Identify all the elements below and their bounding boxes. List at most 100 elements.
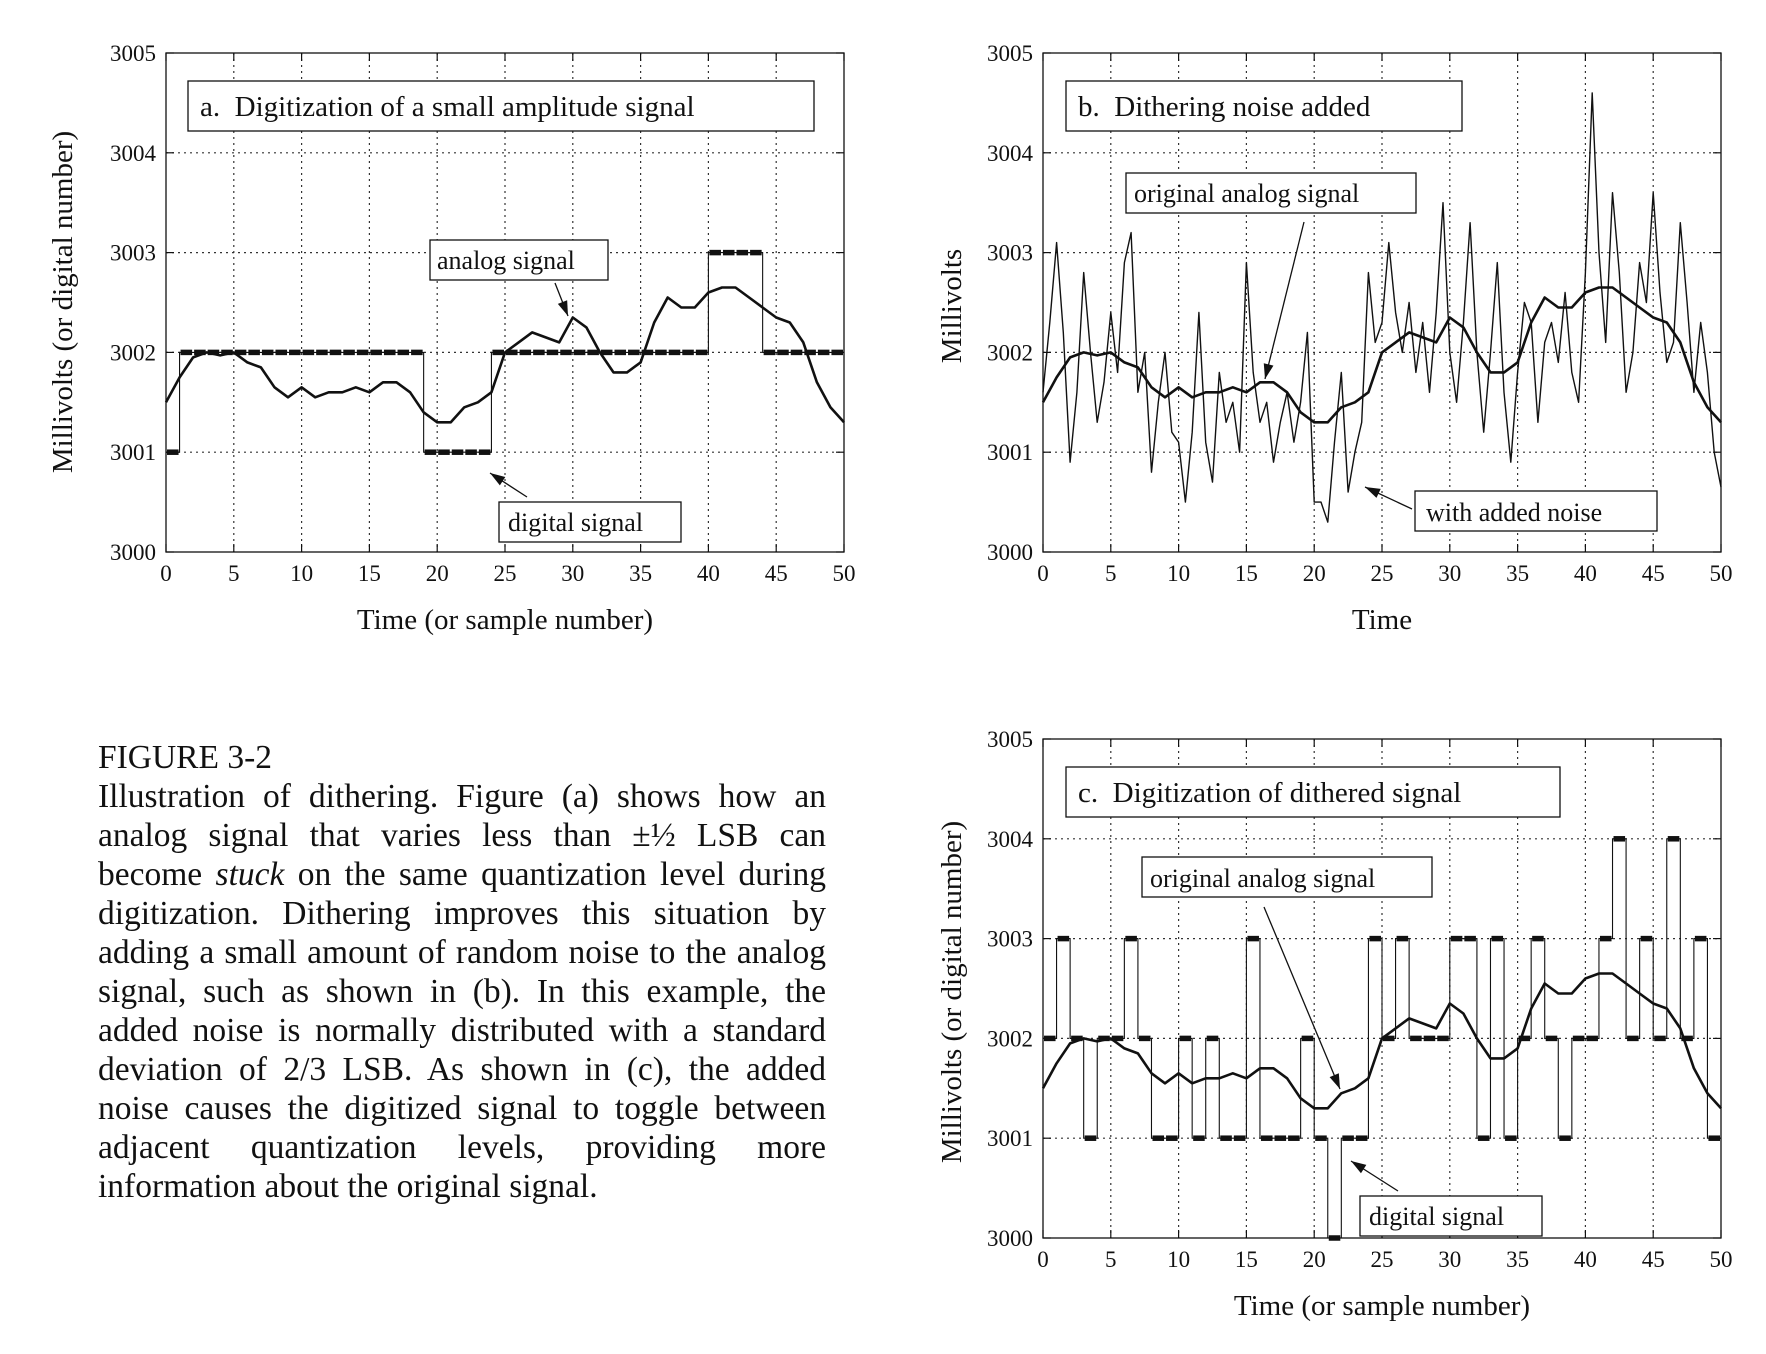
- y-tick-label: 3005: [987, 727, 1033, 752]
- x-axis-label: Time (or sample number): [357, 604, 653, 636]
- chart-title-box: [1065, 766, 1561, 818]
- caption-heading: FIGURE 3-2: [98, 739, 273, 776]
- y-tick-label: 3000: [110, 540, 156, 565]
- caption-body: Illustration of dithering. Figure (a) sh…: [98, 777, 826, 1206]
- x-tick-label: 50: [833, 561, 856, 586]
- y-tick-label: 3002: [110, 340, 156, 365]
- x-tick-label: 5: [1105, 561, 1117, 586]
- x-tick-label: 35: [629, 561, 652, 586]
- annotation-label: digital signal: [508, 508, 643, 537]
- annotation-arrow-head: [490, 473, 506, 486]
- series-with-added-noise: [1042, 92, 1722, 523]
- x-axis-label: Time (or sample number): [1234, 1290, 1530, 1322]
- y-tick-label: 3000: [987, 540, 1033, 565]
- y-tick-label: 3004: [987, 827, 1034, 852]
- chart-title-box: [1065, 80, 1463, 132]
- annotation-box: [1125, 172, 1417, 214]
- y-tick-label: 3004: [110, 141, 157, 166]
- x-tick-label: 25: [1371, 561, 1394, 586]
- caption-text-part2: on the same quantization level during di…: [98, 856, 826, 1205]
- y-tick-label: 3001: [987, 440, 1033, 465]
- x-axis-label: Time: [1352, 604, 1412, 636]
- x-tick-label: 40: [697, 561, 720, 586]
- annotation-analog-signal: analog signal: [429, 239, 609, 317]
- x-tick-label: 15: [358, 561, 381, 586]
- annotation-arrow-head: [1263, 363, 1274, 379]
- chart-title-box: [187, 80, 815, 132]
- chart-c: 0 5 10 15 20 25 30 35 40 45 50 3000 3001 3002 3003 3004…: [936, 727, 1733, 1322]
- x-tick-label: 0: [160, 561, 172, 586]
- x-tick-label: 40: [1574, 561, 1597, 586]
- y-tick-label: 3001: [987, 1126, 1033, 1151]
- x-tick-label: 35: [1506, 1247, 1529, 1272]
- y-tick-label: 3001: [110, 440, 156, 465]
- y-tick-label: 3004: [987, 141, 1034, 166]
- series-digital-signal: [166, 249, 844, 455]
- y-tick-label: 3002: [987, 1026, 1033, 1051]
- x-tick-label: 5: [228, 561, 240, 586]
- x-tick-label: 10: [1167, 561, 1190, 586]
- series-digital-signal: [1043, 836, 1721, 1241]
- x-tick-label: 45: [1642, 561, 1665, 586]
- x-tick-label: 0: [1037, 1247, 1049, 1272]
- x-tick-label: 5: [1105, 1247, 1117, 1272]
- chart-title: c. Digitization of dithered signal: [1078, 777, 1461, 809]
- x-tick-label: 0: [1037, 561, 1049, 586]
- annotation-label: with added noise: [1426, 498, 1602, 527]
- x-tick-label: 10: [1167, 1247, 1190, 1272]
- x-tick-label: 10: [290, 561, 313, 586]
- y-tick-label: 3003: [987, 241, 1033, 266]
- annotation-with-added-noise: with added noise: [1364, 486, 1658, 532]
- figure-caption: FIGURE 3-2 Illustration of dithering. Fi…: [98, 738, 826, 1206]
- annotation-box: [1359, 1195, 1543, 1237]
- x-tick-label: 20: [426, 561, 449, 586]
- x-tick-label: 30: [1438, 1247, 1461, 1272]
- x-tick-label: 30: [1438, 561, 1461, 586]
- y-axis-label: Millivolts: [936, 249, 968, 363]
- annotation-box: [498, 501, 682, 543]
- chart-b: 0 5 10 15 20 25 30 35 40 45 50 3000 3001 3002 3003 3004…: [936, 41, 1733, 636]
- y-tick-label: 3005: [987, 41, 1033, 66]
- annotation-label: original analog signal: [1134, 179, 1359, 208]
- y-axis-label: Millivolts (or digital number): [47, 131, 79, 473]
- x-tick-label: 50: [1710, 561, 1733, 586]
- annotation-label: analog signal: [437, 246, 575, 275]
- x-tick-label: 25: [494, 561, 517, 586]
- x-tick-label: 15: [1235, 561, 1258, 586]
- x-tick-label: 25: [1371, 1247, 1394, 1272]
- x-tick-label: 30: [561, 561, 584, 586]
- annotation-box: [1414, 490, 1658, 532]
- chart-title: b. Dithering noise added: [1078, 91, 1371, 123]
- x-tick-label: 35: [1506, 561, 1529, 586]
- annotation-arrow-line: [1264, 221, 1305, 380]
- annotation-arrow-line: [1263, 906, 1341, 1090]
- x-tick-label: 20: [1303, 1247, 1326, 1272]
- y-tick-label: 3005: [110, 41, 156, 66]
- annotation-digital-signal: digital signal: [489, 472, 682, 543]
- y-tick-label: 3003: [987, 927, 1033, 952]
- y-axis-label: Millivolts (or digital number): [936, 821, 968, 1163]
- y-tick-label: 3002: [987, 340, 1033, 365]
- annotation-label: original analog signal: [1150, 864, 1375, 893]
- x-tick-label: 20: [1303, 561, 1326, 586]
- annotation-arrow-head: [1351, 1161, 1367, 1174]
- annotation-box: [429, 239, 609, 281]
- annotation-digital-signal: digital signal: [1350, 1160, 1543, 1237]
- x-tick-label: 15: [1235, 1247, 1258, 1272]
- x-tick-label: 50: [1710, 1247, 1733, 1272]
- caption-emphasis: stuck: [215, 856, 285, 893]
- annotation-arrow-head: [1365, 487, 1381, 498]
- annotation-original-analog-signal: original analog signal: [1141, 856, 1433, 1090]
- caption-text-part1: Illustration of dithering. Figure (a) sh…: [98, 778, 826, 893]
- x-tick-label: 45: [765, 561, 788, 586]
- x-tick-label: 45: [1642, 1247, 1665, 1272]
- annotation-label: digital signal: [1369, 1202, 1504, 1231]
- annotation-original-analog-signal: original analog signal: [1125, 172, 1417, 380]
- annotation-box: [1141, 856, 1433, 898]
- x-tick-label: 40: [1574, 1247, 1597, 1272]
- y-tick-label: 3003: [110, 241, 156, 266]
- annotation-arrow-head: [1329, 1073, 1340, 1089]
- y-tick-label: 3000: [987, 1226, 1033, 1251]
- annotation-arrow-head: [557, 300, 568, 316]
